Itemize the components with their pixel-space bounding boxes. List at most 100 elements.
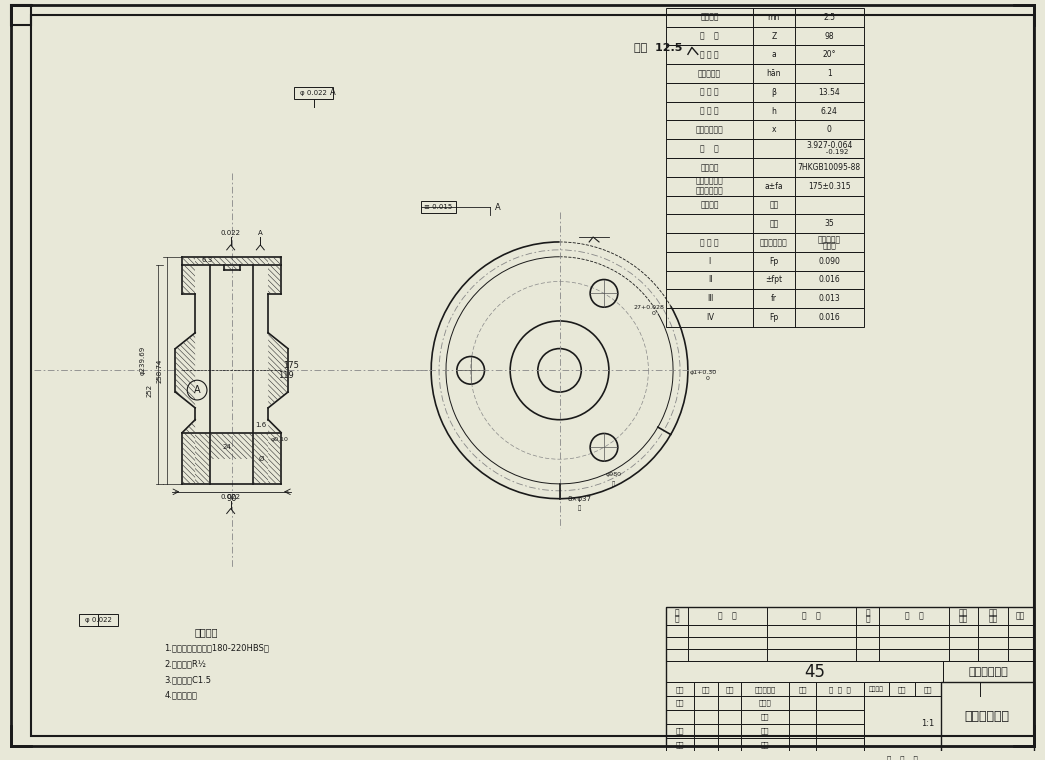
Text: 径向变位系数: 径向变位系数 [696,125,723,135]
Text: 0.022: 0.022 [220,230,240,236]
Text: 审核: 审核 [761,714,769,720]
Text: 齿    数: 齿 数 [700,32,719,40]
Text: h: h [771,106,776,116]
Bar [940,682,1034,752]
Text: 阶段标记: 阶段标记 [869,686,884,692]
Text: 13.54: 13.54 [818,88,840,97]
Text: 技术要求: 技术要求 [194,627,217,637]
Text: 配对齿轮: 配对齿轮 [700,201,719,210]
Text: 20°: 20° [822,50,836,59]
Bar [11,5,31,24]
Text: 年  月  日: 年 月 日 [829,686,851,692]
Text: Ø: Ø [258,456,264,462]
Text: fr: fr [771,294,776,303]
Text: 7HKGB10095-88: 7HKGB10095-88 [797,163,861,172]
Bar [667,158,864,177]
Text: 90: 90 [227,494,237,503]
Text: 法向模数: 法向模数 [700,13,719,22]
Bar [294,87,333,99]
Text: 4.消除毛刺。: 4.消除毛刺。 [164,691,198,700]
Text: a±fa: a±fa [765,182,783,191]
Text: 3.未注倒角C1.5: 3.未注倒角C1.5 [164,675,211,684]
Text: 45: 45 [804,663,825,680]
Text: 重量: 重量 [989,615,998,624]
Text: φ 0.022: φ 0.022 [85,617,112,623]
Bar [421,201,456,214]
Text: 共    张    第: 共 张 第 [887,755,918,760]
Bar [864,682,940,696]
Text: φ239.69: φ239.69 [140,346,146,375]
Text: Ⅰ: Ⅰ [709,257,711,266]
Bar [667,8,864,27]
Text: 齿数: 齿数 [769,219,779,228]
Text: 比例: 比例 [924,686,932,692]
Bar [667,102,864,121]
Bar [667,607,1034,625]
Text: 齿轮副中心距
及其极限偏差: 齿轮副中心距 及其极限偏差 [696,176,723,196]
Text: Fp: Fp [769,257,779,266]
Bar [667,271,864,290]
Bar [667,752,940,760]
Text: 8×φ37: 8×φ37 [567,496,591,502]
Text: 齿顶高系数: 齿顶高系数 [698,69,721,78]
Text: 6.3: 6.3 [202,257,212,263]
Text: 98: 98 [825,32,834,40]
Text: Fp: Fp [769,313,779,322]
Text: 螺 旋 角: 螺 旋 角 [700,88,719,97]
Bar [667,214,864,233]
Text: 代    号: 代 号 [718,612,737,621]
Text: φ 0.022: φ 0.022 [300,90,327,96]
Bar [667,139,864,158]
Text: 设计: 设计 [676,700,684,707]
Text: ≡ 0.015: ≡ 0.015 [424,204,452,211]
Text: A: A [258,230,262,236]
Text: -0.192: -0.192 [810,149,849,154]
Text: 偏差值: 偏差值 [822,241,836,250]
Bar [667,121,864,139]
Text: 量: 量 [865,615,869,624]
Bar [667,710,864,724]
Text: 处数: 处数 [701,686,710,692]
Bar [667,660,943,682]
Bar [667,27,864,46]
Text: 分区: 分区 [725,686,734,692]
Text: 0.022: 0.022 [220,494,240,500]
Bar [667,696,864,710]
Text: mn: mn [768,13,780,22]
Text: 0.016: 0.016 [818,275,840,284]
Text: 0.016: 0.016 [818,313,840,322]
Text: 总计: 总计 [989,609,998,618]
Text: 重量: 重量 [959,615,968,624]
Bar [667,308,864,327]
Text: x: x [771,125,776,135]
Bar [667,64,864,83]
Text: 低速级大齿轮: 低速级大齿轮 [965,711,1009,724]
Text: 6.24: 6.24 [820,106,838,116]
Text: 材    料: 材 料 [905,612,924,621]
Text: A: A [329,88,335,97]
Text: 备注: 备注 [1016,612,1025,621]
Bar [667,649,1034,660]
Text: 精度等级: 精度等级 [700,163,719,172]
Text: 35: 35 [825,219,834,228]
Bar [667,724,864,738]
Text: Ⅱ: Ⅱ [707,275,712,284]
Text: 3.927-0.064: 3.927-0.064 [806,141,853,150]
Bar [667,637,1034,649]
Text: φ1+0.30
     0: φ1+0.30 0 [689,370,716,381]
Text: 数: 数 [865,609,869,618]
Bar [667,738,864,752]
Text: 号: 号 [675,615,679,624]
Text: 0: 0 [827,125,832,135]
Text: 齿 形 角: 齿 形 角 [700,50,719,59]
Text: 1.正火处理，硬度为180-220HBS；: 1.正火处理，硬度为180-220HBS； [164,643,270,652]
Text: 例: 例 [578,506,581,511]
Text: 全 齿 高: 全 齿 高 [700,106,719,116]
Text: φ0.10: φ0.10 [270,437,288,442]
Text: 审核: 审核 [676,727,684,734]
Text: 175±0.315: 175±0.315 [808,182,851,191]
Text: 2.未注圆角R½: 2.未注圆角R½ [164,659,207,668]
Bar [943,660,1034,682]
Bar [667,177,864,195]
Text: 252: 252 [146,384,153,397]
